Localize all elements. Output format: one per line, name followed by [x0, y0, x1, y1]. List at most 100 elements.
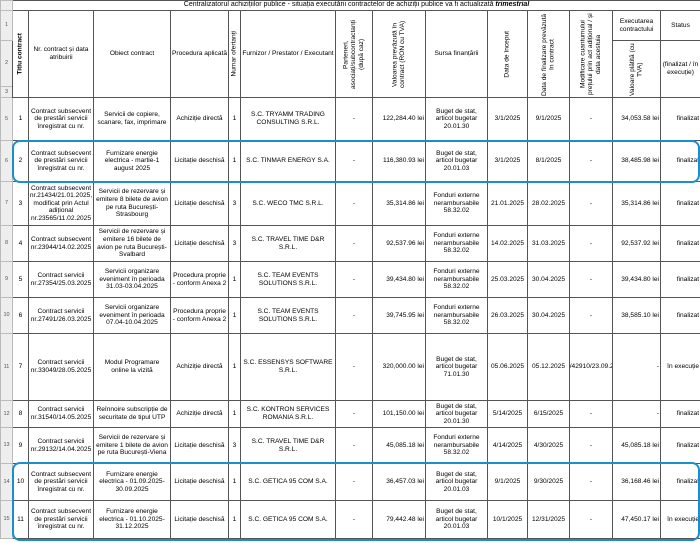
table-cell: 35,314.86 lei: [621, 199, 659, 207]
table-cell-cell: Procedura proprie - conform Anexa 2: [170, 261, 229, 298]
table-cell: Fonduri externe nerambursabile 58.32.02: [433, 232, 480, 255]
table-cell: 05.12.2025: [531, 363, 565, 371]
table-cell-cell: Licitație deschisă: [170, 463, 229, 501]
table-cell-cell: 1: [228, 97, 241, 141]
table-cell: 122,284.40 lei: [382, 115, 424, 123]
table-cell-cell: -: [335, 140, 373, 182]
table-cell-cell: Achiziție directă: [170, 333, 229, 401]
table-cell: Furnizare energie electrica - martie-1 a…: [104, 149, 160, 172]
data-row: 9 5 Contract servicii nr.27354/25.03.2025 S…: [0, 261, 700, 298]
table-cell: 1: [232, 515, 237, 523]
row-number: 7: [4, 200, 9, 207]
table-cell-cell: Furnizare energie electrica - 01.10.2025…: [93, 500, 171, 539]
table-cell-cell: 92,537.92 lei: [612, 225, 661, 262]
table-cell: Contract servicii nr.27491/26.03.2025: [30, 307, 92, 323]
data-row: 8 4 Contract subsecvent nr.23944/14.02.202…: [0, 225, 700, 262]
table-cell-cell: 28.02.2025: [527, 181, 570, 226]
paid-header: Valoare plătită (cu TVA): [628, 42, 644, 96]
table-cell-cell: -: [335, 181, 373, 226]
table-cell: Servicii de rezervare și emitere 16 bile…: [97, 228, 167, 259]
table-cell: S.C. KONTRON SERVICES ROMANIA S.R.L.: [246, 406, 330, 421]
table-cell: în execuție: [667, 363, 700, 371]
table-cell: finalizat: [676, 441, 700, 449]
row-number-cell: 14: [0, 463, 13, 501]
table-cell: Furnizare energie electrica - 01.10.2025…: [99, 508, 165, 531]
table-cell-cell: 39,434.80 lei: [612, 261, 661, 298]
table-cell: Servicii de rezervare și emitere 1 bilet…: [96, 434, 168, 457]
table-cell-cell: 1: [228, 500, 241, 539]
table-cell-cell: 05.06.2025: [487, 333, 528, 401]
table-cell-cell: -: [569, 400, 613, 428]
table-cell-cell: S.C. KONTRON SERVICES ROMANIA S.R.L.: [240, 400, 336, 428]
table-cell-cell: finalizat: [659, 427, 700, 464]
table-cell-cell: 35,314.86 lei: [612, 181, 661, 226]
table-cell-cell: -: [569, 261, 613, 298]
table-cell-cell: 320,000.00 lei: [372, 333, 426, 401]
table-cell: 34,053.58 lei: [621, 115, 659, 123]
table-cell: 36,168.46 lei: [621, 478, 659, 486]
table-cell: 26.03.2025: [490, 311, 524, 319]
table-cell-cell: Licitație deschisă: [170, 225, 229, 262]
table-cell-cell: Achiziție directă: [170, 97, 229, 141]
row-number: 8: [4, 240, 9, 247]
table-cell-cell: 30.04.2025: [527, 297, 570, 334]
table-cell: Contract servicii nr.31540/14.05.2025: [30, 406, 92, 421]
table-cell-cell: Modul Programare online la vizită: [93, 333, 171, 401]
column-header-cell: Furnizor / Prestator / Executant: [240, 10, 336, 98]
table-cell-cell: 1: [228, 463, 241, 501]
execution-header: Executarea contractului: [619, 17, 654, 33]
table-cell: 9/1/2025: [535, 115, 562, 123]
table-cell-cell: Buget de stat, articol bugetar 71.01.30: [425, 333, 488, 401]
table-cell-cell: Servicii organizare eveniment în perioad…: [93, 261, 171, 298]
table-cell-cell: 38,585.10 lei: [612, 297, 661, 334]
table-cell-cell: Buget de stat, articol bugetar 20.01.30: [425, 97, 488, 141]
table-cell-cell: -: [335, 97, 373, 141]
table-cell-cell: în execuție: [659, 333, 700, 401]
table-cell-cell: 3/1/2025: [487, 140, 528, 182]
table-cell: 3: [232, 239, 237, 247]
table-cell-cell: Contract subsecvent de prestări servicii…: [28, 463, 94, 501]
status-header: Status: [671, 21, 690, 29]
table-cell: 116,380.93 lei: [383, 157, 424, 165]
table-cell: 1: [232, 115, 237, 123]
title: Centralizatorul achizițiilor publice - s…: [183, 1, 494, 9]
status-header-cell: Status: [659, 10, 700, 41]
table-cell-cell: 45,085.18 lei: [612, 427, 661, 464]
table-cell: 3/1/2025: [494, 157, 521, 165]
column-header: Valoarea prevăzută în contract (RON cu T…: [391, 20, 406, 88]
table-cell: Fonduri externe nerambursabile 58.32.02: [433, 268, 480, 291]
column-header: Sursa finanțării: [434, 50, 479, 58]
table-cell-cell: -: [335, 427, 373, 464]
table-cell-cell: Fonduri externe nerambursabile 58.32.02: [425, 181, 488, 226]
table-cell-cell: 1: [228, 333, 241, 401]
table-cell: 45,085.18 lei: [621, 441, 659, 449]
table-cell: S.C. ESSENSYS SOFTWARE S.R.L.: [243, 359, 333, 374]
table-cell-cell: Achiziție directă: [170, 400, 229, 428]
table-cell: -: [352, 275, 356, 283]
column-header-cell: Modificare cuantumului prețului prin act…: [569, 10, 613, 98]
column-header-cell: Numar ofertanți: [228, 10, 241, 98]
table-cell-cell: 6: [12, 297, 29, 334]
table-cell: 1: [232, 275, 237, 283]
table-cell: S.C. TINMAR ENERGY S.A.: [246, 157, 330, 165]
table-cell-cell: S.C. ESSENSYS SOFTWARE S.R.L.: [240, 333, 336, 401]
status-note-cell: (finalizat / în execuție): [659, 40, 700, 98]
row-number: 2: [4, 60, 9, 67]
table-cell: 1: [232, 157, 237, 165]
table-cell: -: [589, 441, 593, 449]
table-cell: S.C. TRAVEL TIME D&R S.R.L.: [251, 437, 325, 453]
table-cell: -: [352, 115, 356, 123]
table-cell: finalizat: [676, 115, 700, 123]
table-cell: Buget de stat, articol bugetar 20.01.30: [435, 402, 478, 425]
table-cell-cell: 3: [228, 181, 241, 226]
table-cell: Achiziție directă: [176, 115, 223, 123]
table-cell: 1: [232, 311, 237, 319]
table-cell: 101,150.00 lei: [382, 410, 424, 418]
table-cell: Buget de stat, articol bugetar 71.01.30: [435, 355, 478, 378]
table-cell-cell: -: [612, 333, 661, 401]
column-header-cell: Titlu contract: [12, 10, 29, 98]
table-cell: 21.01.2025: [490, 199, 524, 207]
table-cell-cell: 31.03.2025: [527, 225, 570, 262]
table-cell-cell: -: [569, 463, 613, 501]
table-cell-cell: S.C. TRAVEL TIME D&R S.R.L.: [240, 427, 336, 464]
